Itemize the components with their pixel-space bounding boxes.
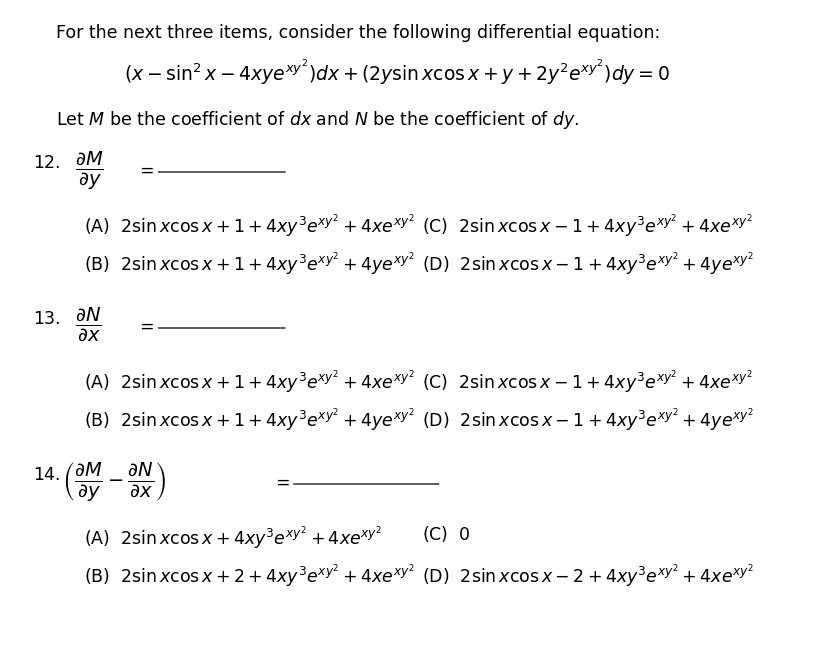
Text: 12.: 12. [34, 154, 61, 172]
Text: $\left(\dfrac{\partial M}{\partial y} - \dfrac{\partial N}{\partial x}\right)$: $\left(\dfrac{\partial M}{\partial y} - … [63, 460, 167, 503]
Text: (A)  $2\sin x\cos x + 1 + 4xy^3e^{xy^2} + 4xe^{xy^2}$: (A) $2\sin x\cos x + 1 + 4xy^3e^{xy^2} +… [84, 368, 415, 396]
Text: For the next three items, consider the following differential equation:: For the next three items, consider the f… [55, 24, 660, 42]
Text: (A)  $2\sin x\cos x + 4xy^3e^{xy^2} + 4xe^{xy^2}$: (A) $2\sin x\cos x + 4xy^3e^{xy^2} + 4xe… [84, 524, 382, 552]
Text: (D)  $2\sin x\cos x - 1 + 4xy^3e^{xy^2} + 4ye^{xy^2}$: (D) $2\sin x\cos x - 1 + 4xy^3e^{xy^2} +… [422, 250, 754, 278]
Text: $\dfrac{\partial N}{\partial x}$: $\dfrac{\partial N}{\partial x}$ [75, 306, 102, 343]
Text: (C)  $2\sin x\cos x - 1 + 4xy^3e^{xy^2} + 4xe^{xy^2}$: (C) $2\sin x\cos x - 1 + 4xy^3e^{xy^2} +… [422, 368, 753, 396]
Text: $=$: $=$ [136, 161, 154, 179]
Text: Let $M$ be the coefficient of $dx$ and $N$ be the coefficient of $dy$.: Let $M$ be the coefficient of $dx$ and $… [55, 109, 579, 131]
Text: (B)  $2\sin x\cos x + 1 + 4xy^3e^{xy^2} + 4ye^{xy^2}$: (B) $2\sin x\cos x + 1 + 4xy^3e^{xy^2} +… [84, 406, 415, 434]
Text: $=$: $=$ [272, 473, 290, 491]
Text: (C)  $0$: (C) $0$ [422, 524, 471, 544]
Text: 14.: 14. [34, 466, 61, 484]
Text: $=$: $=$ [136, 317, 154, 335]
Text: (B)  $2\sin x\cos x + 1 + 4xy^3e^{xy^2} + 4ye^{xy^2}$: (B) $2\sin x\cos x + 1 + 4xy^3e^{xy^2} +… [84, 250, 415, 278]
Text: (D)  $2\sin x\cos x - 2 + 4xy^3e^{xy^2} + 4xe^{xy^2}$: (D) $2\sin x\cos x - 2 + 4xy^3e^{xy^2} +… [422, 562, 754, 590]
Text: (C)  $2\sin x\cos x - 1 + 4xy^3e^{xy^2} + 4xe^{xy^2}$: (C) $2\sin x\cos x - 1 + 4xy^3e^{xy^2} +… [422, 212, 753, 240]
Text: $(x - \sin^2 x - 4xye^{xy^2})dx + (2y\sin x\cos x + y + 2y^2e^{xy^2})dy = 0$: $(x - \sin^2 x - 4xye^{xy^2})dx + (2y\si… [124, 59, 669, 87]
Text: (D)  $2\sin x\cos x - 1 + 4xy^3e^{xy^2} + 4ye^{xy^2}$: (D) $2\sin x\cos x - 1 + 4xy^3e^{xy^2} +… [422, 406, 754, 434]
Text: $\dfrac{\partial M}{\partial y}$: $\dfrac{\partial M}{\partial y}$ [75, 150, 104, 192]
Text: (A)  $2\sin x\cos x + 1 + 4xy^3e^{xy^2} + 4xe^{xy^2}$: (A) $2\sin x\cos x + 1 + 4xy^3e^{xy^2} +… [84, 212, 415, 240]
Text: (B)  $2\sin x\cos x + 2 + 4xy^3e^{xy^2} + 4xe^{xy^2}$: (B) $2\sin x\cos x + 2 + 4xy^3e^{xy^2} +… [84, 562, 415, 590]
Text: 13.: 13. [34, 310, 61, 328]
